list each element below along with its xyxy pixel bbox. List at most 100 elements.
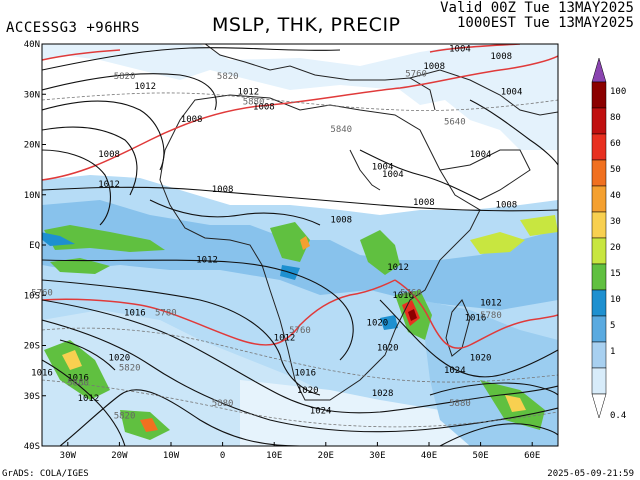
lon-label: 10W [163, 451, 180, 461]
pressure-label: 1004 [501, 87, 523, 97]
colorbar-swatch [591, 315, 607, 343]
thickness-label: 5820 [217, 72, 239, 82]
pressure-label: 1008 [212, 185, 234, 195]
lon-label: 0 [220, 451, 225, 461]
pressure-label: 1016 [294, 369, 316, 379]
thickness-label: 5760 [289, 326, 311, 336]
colorbar-swatch [591, 263, 607, 291]
lon-label: 30W [60, 451, 77, 461]
pressure-label: 1008 [330, 215, 352, 225]
pressure-label: 1020 [367, 318, 389, 328]
thickness-label: 5780 [155, 308, 177, 318]
map-title: MSLP, THK, PRECIP [212, 14, 401, 36]
thickness-label: 5760 [405, 70, 427, 80]
generated-timestamp: 2025-05-09-21:59 [547, 469, 634, 479]
colorbar-label: 20 [610, 243, 621, 253]
lat-label: 20S [24, 342, 40, 352]
pressure-label: 1016 [31, 369, 53, 379]
colorbar-label: 100 [610, 87, 626, 97]
pressure-labels: 1004 1008 1008 1004 1012 1012 1008 1008 1008 1012… [31, 45, 523, 417]
thickness-label: 5880 [67, 379, 89, 389]
thickness-label: 5820 [114, 411, 136, 421]
pressure-label: 1008 [181, 115, 203, 125]
colorbar-swatch [591, 341, 607, 369]
thickness-label: 5640 [444, 117, 466, 127]
lat-label: EQ [29, 241, 40, 251]
lat-label: 40S [24, 442, 40, 452]
pressure-label: 1016 [392, 291, 414, 301]
colorbar-label: 50 [610, 165, 621, 175]
thickness-label: 5880 [212, 399, 234, 409]
colorbar-label: 1 [610, 347, 615, 357]
pressure-label: 1008 [413, 198, 435, 208]
pressure-label: 1016 [124, 308, 146, 318]
lat-label: 30N [24, 90, 40, 100]
pressure-label: 1008 [423, 62, 445, 72]
thickness-contours [42, 44, 558, 349]
thickness-labels: 5820 5820 5760 5640 5880 5840 5780 5760 5760 5760… [31, 70, 502, 422]
colorbar: 100 80 60 50 40 30 20 15 10 5 1 0.4 [591, 57, 626, 421]
thickness-dashed [42, 92, 558, 428]
lon-label: 20E [318, 451, 334, 461]
colorbar-label: 60 [610, 139, 621, 149]
lat-label: 40N [24, 40, 40, 50]
colorbar-label: 30 [610, 217, 621, 227]
pressure-label: 1028 [372, 389, 394, 399]
lat-label: 10S [24, 291, 40, 301]
pressure-label: 1008 [253, 102, 275, 112]
credit-text: GrADS: COLA/IGES [2, 469, 89, 479]
pressure-label: 1012 [78, 394, 100, 404]
pressure-label: 1004 [372, 163, 394, 173]
colorbar-label: 0.4 [610, 411, 626, 421]
colorbar-label: 5 [610, 321, 615, 331]
thickness-label: 5840 [330, 125, 352, 135]
pressure-label: 1008 [496, 200, 518, 210]
lat-label: 10N [24, 191, 40, 201]
lon-label: 40E [421, 451, 437, 461]
pressure-label: 1012 [134, 82, 156, 92]
lat-label: 20N [24, 141, 40, 151]
thickness-label: 5760 [31, 288, 53, 298]
colorbar-label: 40 [610, 191, 621, 201]
pressure-label: 1012 [238, 87, 260, 97]
colorbar-label: 15 [610, 269, 621, 279]
colorbar-swatch [591, 81, 607, 109]
pressure-label: 1024 [310, 406, 332, 416]
colorbar-swatch [591, 211, 607, 239]
colorbar-label: 10 [610, 295, 621, 305]
precip-shading [42, 44, 558, 446]
thickness-label: 5780 [480, 311, 502, 321]
pressure-label: 1008 [98, 150, 120, 160]
pressure-label: 1004 [449, 45, 471, 55]
pressure-label: 1012 [387, 263, 409, 273]
colorbar-swatch [591, 133, 607, 161]
pressure-label: 1016 [67, 374, 89, 384]
thickness-label: 5820 [114, 72, 136, 82]
colorbar-label: 80 [610, 113, 621, 123]
colorbar-bottom-triangle [591, 393, 607, 419]
colorbar-top-triangle [591, 57, 607, 83]
pressure-label: 1004 [382, 170, 404, 180]
pressure-label: 1012 [98, 180, 120, 190]
thickness-label: 5760 [400, 288, 422, 298]
pressure-label: 1016 [465, 313, 487, 323]
pressure-label: 1020 [297, 386, 319, 396]
thickness-label: 5880 [243, 97, 265, 107]
lon-label: 50E [472, 451, 488, 461]
lon-label: 20W [111, 451, 128, 461]
colorbar-swatch [591, 159, 607, 187]
pressure-label: 1012 [274, 333, 296, 343]
valid-time-local: 1000EST Tue 13MAY2025 [456, 15, 634, 31]
axis-labels: 40N 30N 20N 10N EQ 10S 20S 30S 40S 30W 20W 10W 0 10E 2… [24, 40, 541, 461]
pressure-label: 1012 [480, 298, 502, 308]
colorbar-swatch [591, 289, 607, 317]
lon-label: 10E [266, 451, 282, 461]
pressure-label: 1020 [470, 354, 492, 364]
colorbar-swatch [591, 107, 607, 135]
model-label: ACCESSG3 +96HRS [6, 20, 140, 36]
valid-time-utc: Valid 00Z Tue 13MAY2025 [440, 0, 634, 16]
lon-label: 30E [369, 451, 385, 461]
pressure-label: 1004 [470, 150, 492, 160]
pressure-label: 1008 [490, 52, 512, 62]
thickness-label: 5880 [449, 399, 471, 409]
